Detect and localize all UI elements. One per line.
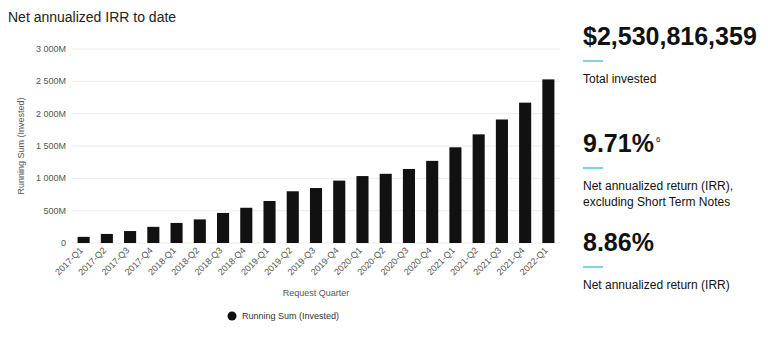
y-tick-label: 1 500M (36, 141, 66, 151)
stat-block: 8.86% Net annualized return (IRR) (583, 228, 761, 293)
bar (403, 169, 415, 243)
legend-marker (228, 312, 237, 321)
y-tick-label: 500M (43, 206, 66, 216)
stat-value: $2,530,816,359 (583, 22, 761, 50)
grid-line (72, 113, 560, 114)
stat-label: Total invested (583, 71, 761, 87)
bar (426, 161, 438, 243)
stat-number: $2,530,816,359 (583, 22, 757, 50)
bar (496, 119, 508, 243)
bar (263, 201, 275, 243)
bar (473, 134, 485, 243)
grid-line (72, 146, 560, 147)
y-tick-label: 1 000M (36, 173, 66, 183)
stat-label: Net annualized return (IRR) (583, 277, 761, 293)
stat-value: 8.86% (583, 228, 761, 256)
bar (194, 219, 206, 243)
grid-line (72, 81, 560, 82)
bar (287, 191, 299, 243)
bars (78, 79, 555, 243)
bar (124, 231, 136, 243)
x-axis-label: Request Quarter (283, 288, 350, 298)
y-tick-label: 0 (61, 238, 66, 248)
stat-block: 9.71%6 Net annualized return (IRR), exclu… (583, 129, 761, 210)
grid-line (72, 178, 560, 179)
stat-label: Net annualized return (IRR), excluding S… (583, 178, 761, 210)
bar (356, 176, 368, 243)
bar (217, 213, 229, 243)
bar (380, 174, 392, 243)
bar (519, 103, 531, 243)
bar (78, 237, 90, 243)
y-tick-label: 2 500M (36, 76, 66, 86)
footnote: 6 (656, 135, 660, 144)
y-tick-label: 3 000M (36, 44, 66, 54)
y-axis-label: Running Sum (Invested) (16, 97, 26, 194)
legend-label: Running Sum (Invested) (242, 311, 339, 321)
bar (147, 227, 159, 243)
stat-rule (583, 167, 603, 169)
bar (310, 188, 322, 243)
bar (171, 223, 183, 243)
bar (449, 147, 461, 243)
stat-value: 9.71%6 (583, 129, 761, 157)
bar (240, 208, 252, 243)
stat-number: 8.86% (583, 228, 654, 256)
x-tick-label: 2022-Q1 (518, 245, 550, 277)
bar (101, 234, 113, 243)
stat-rule (583, 266, 603, 268)
stat-block: $2,530,816,359 Total invested (583, 22, 761, 87)
chart-title: Net annualized IRR to date (8, 9, 176, 25)
grid-line (72, 49, 560, 50)
stat-number: 9.71% (583, 129, 654, 157)
y-tick-label: 2 000M (36, 109, 66, 119)
bar (542, 79, 554, 243)
stat-rule (583, 60, 603, 62)
bar (333, 181, 345, 243)
